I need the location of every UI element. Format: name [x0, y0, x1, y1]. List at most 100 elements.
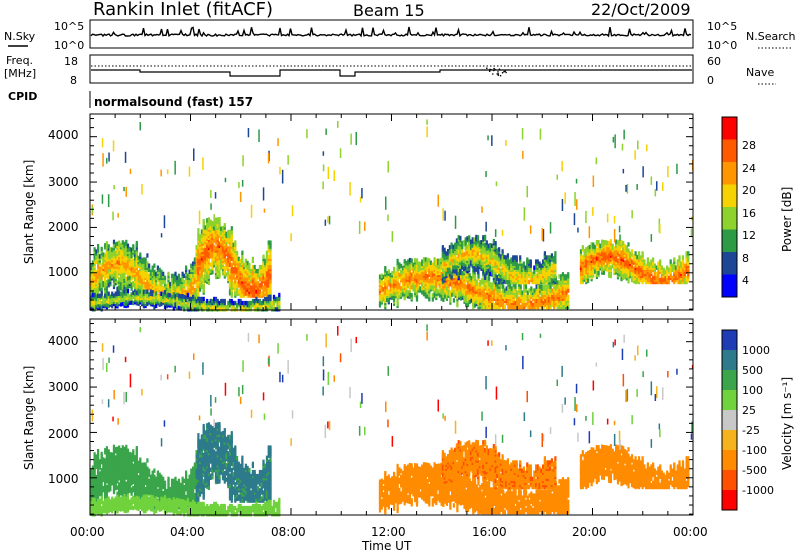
power-cell [181, 294, 184, 299]
power-cell [225, 305, 228, 310]
power-cell [227, 258, 230, 263]
power-cell [114, 291, 117, 296]
power-cell [95, 296, 98, 301]
power-cell [519, 284, 522, 289]
power-cell [384, 278, 387, 283]
power-cell [473, 237, 476, 242]
power-cell [457, 257, 460, 262]
power-cell [170, 281, 174, 287]
power-cell [517, 263, 520, 268]
power-cell [121, 240, 124, 245]
power-cell [209, 219, 212, 224]
power-cell [524, 294, 528, 299]
power-cell [237, 262, 240, 268]
power-cell [491, 270, 494, 275]
power-cell [107, 260, 110, 265]
power-cell [560, 274, 563, 279]
power-cell [632, 276, 635, 282]
power-cell [448, 249, 451, 254]
power-cell [482, 269, 485, 275]
power-cell [509, 290, 512, 295]
power-cell [123, 274, 126, 279]
power-cell [469, 239, 473, 244]
power-cell [415, 286, 419, 292]
power-cell [223, 266, 226, 271]
power-cell [509, 282, 512, 287]
power-cell [267, 248, 270, 253]
nave-point [503, 70, 505, 73]
power-cell [433, 257, 436, 262]
power-cell [199, 305, 202, 310]
power-cell [482, 235, 485, 240]
power-cell [204, 268, 207, 273]
power-cell [123, 258, 126, 263]
power-cell [543, 261, 546, 266]
power-cell [114, 242, 117, 247]
power-cell [192, 265, 195, 270]
power-cell [185, 265, 188, 270]
power-cell [257, 307, 260, 312]
power-cell [602, 260, 605, 265]
power-cell [508, 259, 511, 264]
power-cell [595, 248, 598, 253]
power-cell [257, 298, 260, 304]
power-cell [493, 288, 496, 293]
power-cell [155, 271, 158, 277]
power-cell [520, 277, 524, 283]
power-cell [620, 240, 623, 245]
power-cell [507, 298, 510, 304]
power-cell [195, 275, 198, 281]
power-cell [445, 294, 448, 299]
power-cell [491, 262, 494, 267]
power-cell [447, 291, 450, 296]
power-cell [142, 289, 145, 295]
power-cell [472, 278, 475, 283]
power-cell [264, 258, 267, 264]
power-cell [91, 260, 94, 265]
power-cell [510, 286, 513, 291]
power-cell [489, 271, 492, 276]
power-cell [95, 275, 98, 281]
power-cell [95, 259, 98, 264]
power-cell [431, 262, 434, 267]
power-cell [604, 240, 607, 245]
power-cell [615, 268, 618, 273]
power-cell [468, 283, 471, 288]
power-cell [463, 291, 466, 296]
power-cell [112, 264, 116, 269]
power-cell [563, 274, 566, 279]
power-cell [125, 239, 128, 245]
power-cell [606, 267, 609, 272]
power-cell [260, 277, 263, 282]
power-cell [426, 274, 429, 279]
power-cell [484, 255, 487, 260]
power-cell [214, 296, 218, 302]
power-cell [232, 281, 235, 286]
power-cell [454, 277, 457, 282]
power-cell [391, 271, 394, 276]
power-cell [419, 286, 422, 291]
power-cell [246, 291, 249, 296]
power-cell [202, 303, 205, 308]
power-cell [213, 226, 216, 231]
power-cell [202, 267, 205, 273]
power-cell [387, 269, 390, 274]
power-cell [193, 288, 196, 293]
power-cell [503, 254, 506, 260]
power-cell [234, 252, 237, 257]
power-cell [445, 251, 448, 256]
power-cell [389, 283, 392, 288]
power-cell [466, 302, 470, 308]
power-cell [519, 265, 522, 270]
power-cell [207, 217, 210, 222]
power-cell [153, 292, 156, 298]
power-cell [588, 265, 591, 270]
freq-left-tick-top: 18 [64, 55, 78, 68]
power-cell [464, 237, 467, 242]
power-cell [473, 272, 477, 277]
power-cell [595, 256, 598, 261]
power-cell [407, 271, 410, 276]
power-cell [111, 251, 114, 256]
power-cell [197, 228, 200, 233]
power-cell [468, 245, 471, 250]
